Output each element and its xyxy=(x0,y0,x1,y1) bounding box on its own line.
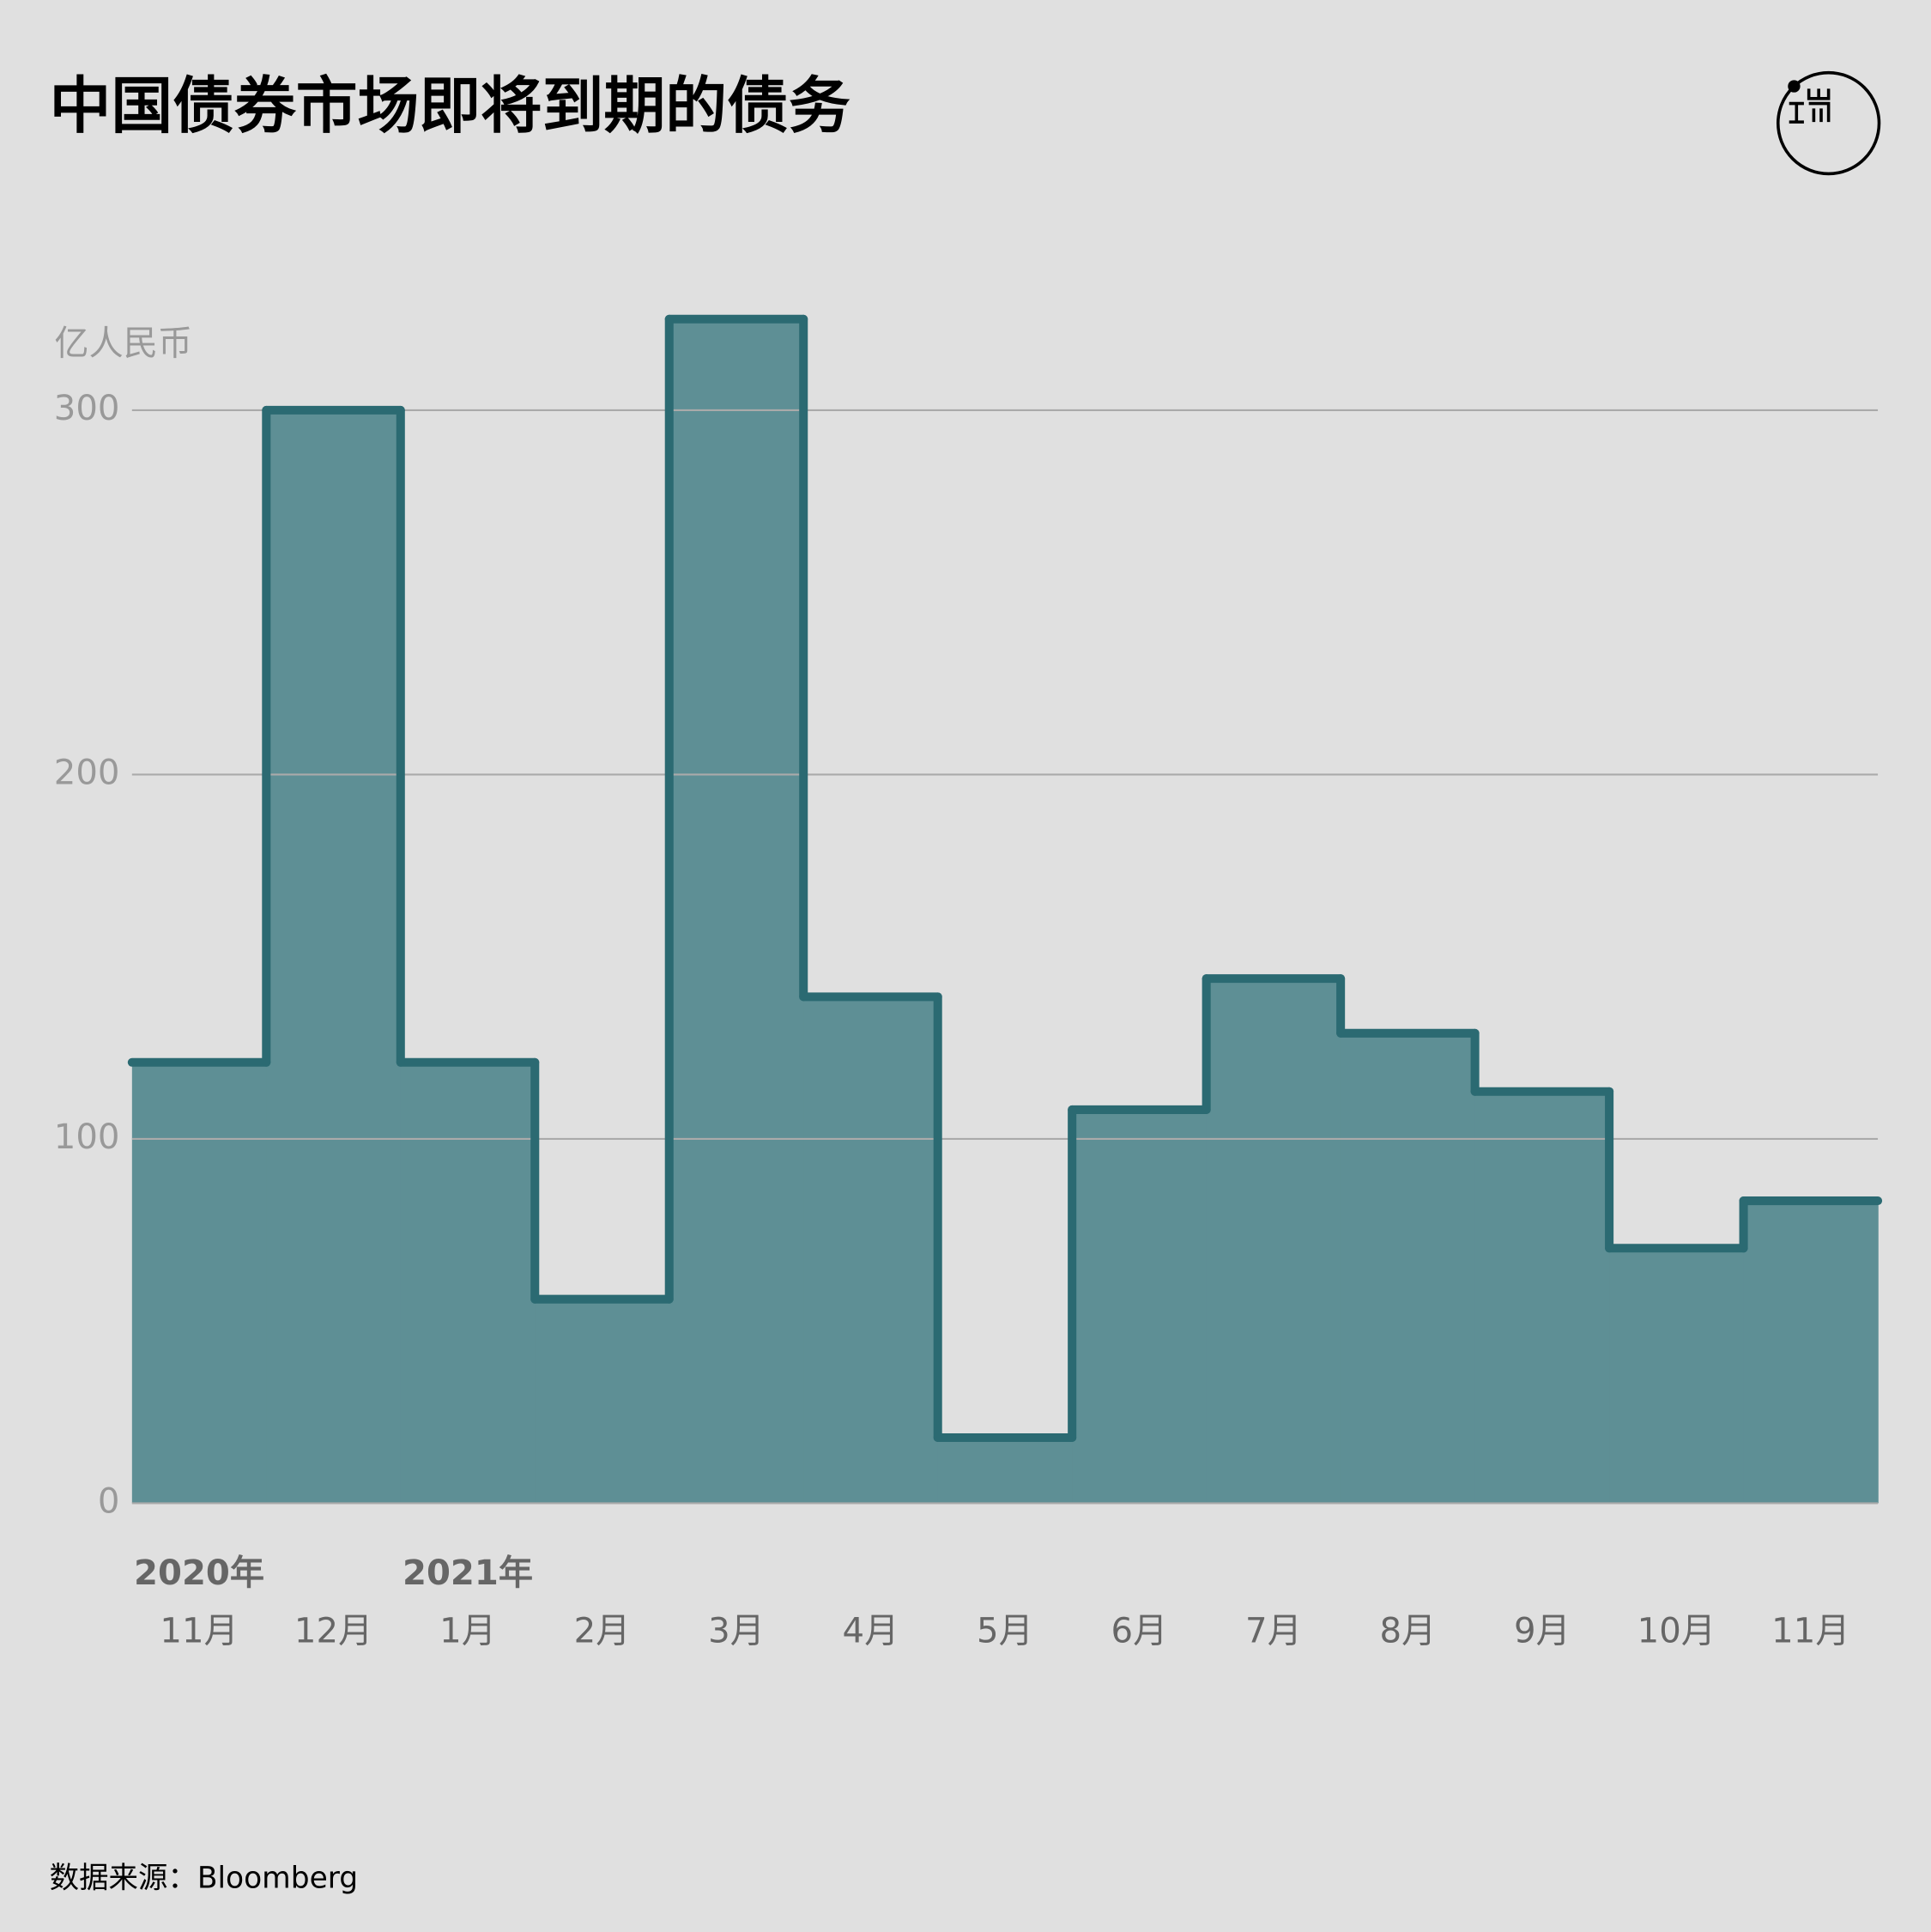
x-tick-label: 5月 xyxy=(977,1612,1033,1651)
logo-circle xyxy=(1776,70,1881,176)
area-segment xyxy=(1609,1248,1745,1504)
area-segment xyxy=(669,318,804,1504)
area-segment xyxy=(1474,1091,1610,1504)
y-axis-label: 亿人民币 xyxy=(54,324,192,363)
year-label: 2021年 xyxy=(403,1553,533,1593)
x-tick-label: 1月 xyxy=(439,1612,496,1651)
x-tick-label: 8月 xyxy=(1379,1612,1436,1651)
x-tick-label: 9月 xyxy=(1514,1612,1571,1651)
y-tick-label: 200 xyxy=(54,753,120,792)
area-segment xyxy=(803,996,939,1504)
y-tick-label: 100 xyxy=(54,1117,120,1157)
area-segment xyxy=(266,409,402,1504)
x-tick-label: 4月 xyxy=(843,1612,899,1651)
logo-glyph xyxy=(1789,88,1831,124)
x-tick-label: 12月 xyxy=(294,1612,372,1651)
chart-title: 中国债券市场即将到期的债务 xyxy=(50,70,850,142)
x-tick-label: 10月 xyxy=(1637,1612,1716,1651)
area-segment xyxy=(937,1438,1073,1504)
source: 数据来源：Bloomberg xyxy=(50,1861,359,1895)
x-tick-label: 6月 xyxy=(1111,1612,1168,1651)
step-line xyxy=(127,314,1883,1443)
y-tick-label: 0 xyxy=(98,1481,120,1521)
area-segment xyxy=(1743,1201,1879,1504)
x-tick-label: 3月 xyxy=(708,1612,765,1651)
area-segment xyxy=(1341,1033,1476,1504)
area-segment xyxy=(400,1062,536,1504)
grid xyxy=(131,409,1879,1505)
area xyxy=(131,318,1879,1504)
y-tick-label: 300 xyxy=(54,389,120,428)
logo-dot xyxy=(1788,80,1801,93)
x-tick-label: 11月 xyxy=(160,1612,238,1651)
year-label: 2020年 xyxy=(134,1553,264,1593)
x-tick-label: 7月 xyxy=(1245,1612,1302,1651)
area-segment xyxy=(1072,1109,1208,1504)
area-segment xyxy=(1206,978,1341,1504)
x-tick-label: 2月 xyxy=(574,1612,631,1651)
x-tick-label: 11月 xyxy=(1771,1612,1849,1651)
logo xyxy=(1776,70,1881,176)
area-segment xyxy=(131,1062,268,1504)
plot: 0 100 200 300 11月 2020年 12月 1月 2021年 2月 3月 4月 5月 6月 7月… xyxy=(54,314,1883,1651)
area-segment xyxy=(535,1299,670,1504)
